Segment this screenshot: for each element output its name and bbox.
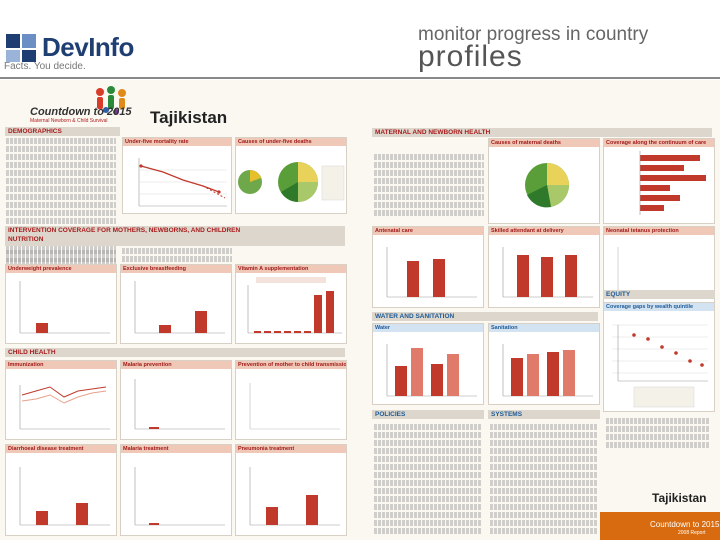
policies-table <box>374 424 482 536</box>
nutrition-heading: NUTRITION <box>8 236 44 243</box>
skilled-attendant-bar-chart <box>502 247 593 298</box>
panel-title: Water <box>373 324 483 332</box>
wealth-dot-chart <box>612 324 708 408</box>
logo-wordmark: DevInfo <box>42 32 134 62</box>
immunization-line-chart <box>19 385 110 430</box>
panel-immunization: Immunization <box>5 360 117 440</box>
country-profile-page: Countdown to 2015 Maternal Newborn & Chi… <box>0 80 720 540</box>
water-bar-chart <box>386 344 477 397</box>
section-equity: EQUITY <box>603 290 715 299</box>
pneumonia-bar-chart <box>249 467 340 526</box>
panel-breastfeeding: Exclusive breastfeeding <box>120 264 232 344</box>
sanitation-bar-chart <box>502 344 593 397</box>
panel-pneumonia: Pneumonia treatment <box>235 444 347 536</box>
panel-continuum-of-care: Coverage along the continuum of care <box>603 138 715 224</box>
panel-malaria-prevention: Malaria prevention <box>120 360 232 440</box>
financial-flows-table <box>606 418 710 450</box>
logo-tagline: Facts. You decide. <box>4 61 86 72</box>
section-maternal-newborn: MATERNAL AND NEWBORN HEALTH <box>372 128 712 137</box>
vitamin-a-bar-chart <box>247 277 342 334</box>
report-footer-band <box>600 512 720 540</box>
devinfo-logo: DevInfo Facts. You decide. <box>2 28 134 72</box>
panel-title: Vitamin A supplementation <box>236 265 346 273</box>
breastfeeding-bar-chart <box>134 281 225 334</box>
panel-antenatal-care: Antenatal care <box>372 226 484 308</box>
demographics-table <box>6 138 116 266</box>
section-child-health: CHILD HEALTH <box>5 348 345 357</box>
malaria-prevention-chart <box>134 379 225 430</box>
section-policies: POLICIES <box>372 410 484 419</box>
footer-report-year: 2008 Report <box>678 530 706 536</box>
diarrhoea-bar-chart <box>19 467 110 526</box>
pmtct-chart <box>249 383 340 430</box>
antenatal-bar-chart <box>386 247 477 298</box>
country-name: Tajikistan <box>150 108 228 127</box>
panel-title: Prevention of mother to child transmissi… <box>236 361 346 369</box>
panel-pmtct: Prevention of mother to child transmissi… <box>235 360 347 440</box>
panel-diarrhoea: Diarrhoeal disease treatment <box>5 444 117 536</box>
panel-title: Antenatal care <box>373 227 483 235</box>
panel-title: Causes of maternal deaths <box>489 139 599 147</box>
panel-title: Coverage gaps by wealth quintile <box>604 303 714 311</box>
causes-maternal-pie <box>525 163 570 208</box>
panel-vitamin-a: Vitamin A supplementation <box>235 264 347 344</box>
side-country-name: Tajikistan <box>652 491 707 505</box>
countdown-subtitle: Maternal Newborn & Child Survival <box>30 118 108 124</box>
intervention-heading: INTERVENTION COVERAGE FOR MOTHERS, NEWBO… <box>8 227 241 234</box>
panel-title: Neonatal tetanus protection <box>604 227 714 235</box>
maternal-table <box>374 154 484 218</box>
panel-title: Diarrhoeal disease treatment <box>6 445 116 453</box>
panel-title: Coverage along the continuum of care <box>604 139 714 147</box>
panel-title: Under-five mortality rate <box>123 138 231 146</box>
panel-causes-maternal: Causes of maternal deaths <box>488 138 600 224</box>
header-title-line2: profiles <box>418 40 523 73</box>
countdown-people-logo-icon <box>96 86 126 115</box>
continuum-bar-chart <box>639 151 706 215</box>
panel-title: Malaria treatment <box>121 445 231 453</box>
panel-title: Sanitation <box>489 324 599 332</box>
section-systems: SYSTEMS <box>488 410 600 419</box>
intervention-table-left <box>6 248 116 264</box>
systems-table <box>490 424 598 536</box>
panel-wealth-quintile: Coverage gaps by wealth quintile <box>603 302 715 412</box>
panel-sanitation: Sanitation <box>488 323 600 405</box>
section-demographics: DEMOGRAPHICS <box>5 127 120 136</box>
panel-malaria-treatment: Malaria treatment <box>120 444 232 536</box>
panel-skilled-attendant: Skilled attendant at delivery <box>488 226 600 308</box>
causes-under5-pies <box>238 162 345 202</box>
underweight-bar-chart <box>19 281 110 334</box>
malaria-treatment-chart <box>134 467 225 526</box>
header-title-line1: monitor progress in country <box>418 24 649 45</box>
section-intervention-coverage: INTERVENTION COVERAGE FOR MOTHERS, NEWBO… <box>5 226 345 246</box>
footer-title: Countdown to 2015 <box>650 520 720 529</box>
panel-causes-under5: Causes of under-five deaths <box>235 137 347 214</box>
under5-line-chart <box>138 158 227 207</box>
panel-underweight: Underweight prevalence <box>5 264 117 344</box>
panel-title: Underweight prevalence <box>6 265 116 273</box>
panel-title: Malaria prevention <box>121 361 231 369</box>
panel-title: Immunization <box>6 361 116 369</box>
header-divider <box>0 77 720 79</box>
panel-title: Causes of under-five deaths <box>236 138 346 146</box>
countdown-title: Countdown to 2015 <box>30 106 132 118</box>
devinfo-logo-mark-icon <box>6 34 36 62</box>
section-water-sanitation: WATER AND SANITATION <box>372 312 598 321</box>
panel-water: Water <box>372 323 484 405</box>
panel-title: Skilled attendant at delivery <box>489 227 599 235</box>
panel-title: Pneumonia treatment <box>236 445 346 453</box>
panel-title: Exclusive breastfeeding <box>121 265 231 273</box>
intervention-table-right <box>122 248 232 264</box>
panel-under5-mortality: Under-five mortality rate <box>122 137 232 214</box>
